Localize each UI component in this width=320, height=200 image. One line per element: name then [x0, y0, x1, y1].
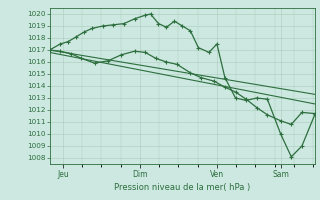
X-axis label: Pression niveau de la mer( hPa ): Pression niveau de la mer( hPa ) — [114, 183, 251, 192]
